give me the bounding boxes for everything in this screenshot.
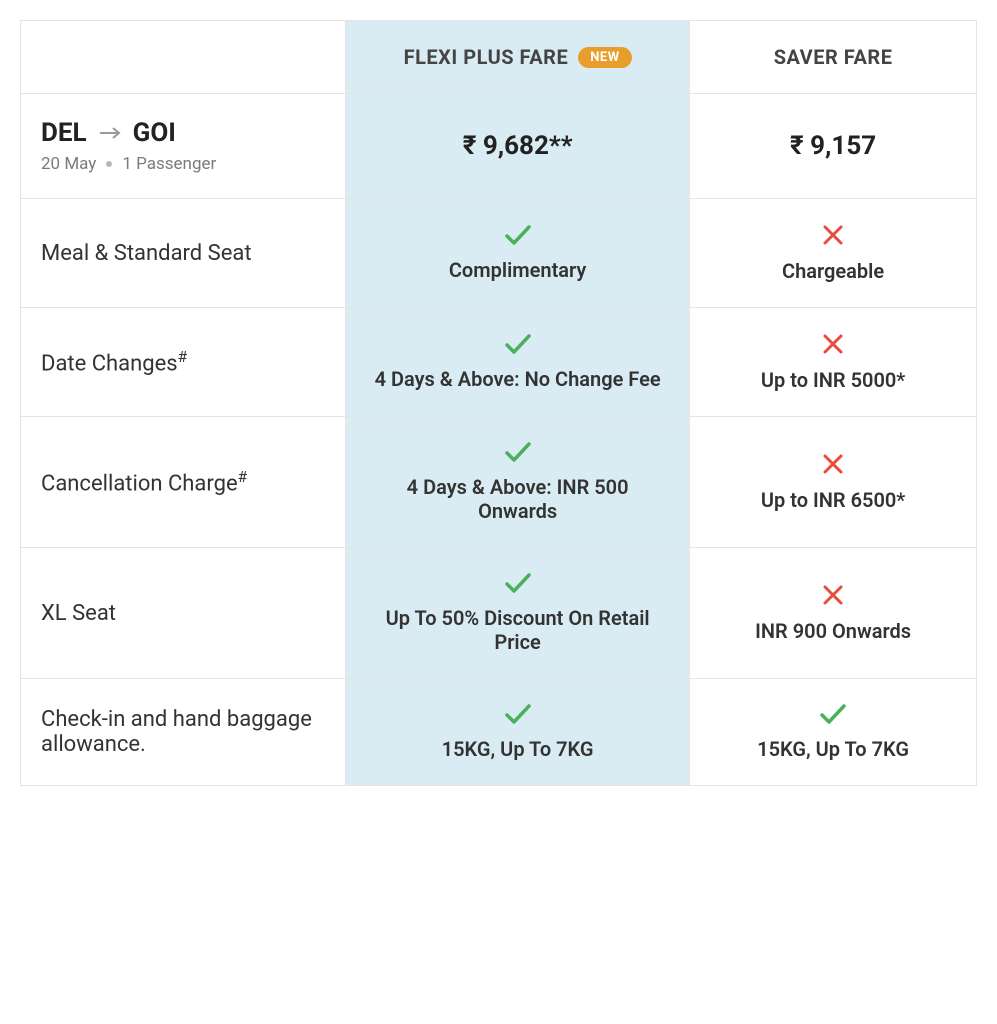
feature-label: Cancellation Charge xyxy=(41,471,238,496)
feature-flexi-cell: 4 Days & Above: No Change Fee xyxy=(346,308,690,417)
fare-comparison-table: FLEXI PLUS FARE NEW SAVER FARE DEL GOI xyxy=(20,20,977,786)
feature-label-cell: Meal & Standard Seat xyxy=(21,199,346,308)
flexi-price: ₹ 9,682** xyxy=(463,131,573,161)
travel-date: 20 May xyxy=(41,154,96,174)
flexi-price-cell: ₹ 9,682** xyxy=(346,94,690,199)
cross-icon xyxy=(710,332,956,360)
route-subline: 20 May 1 Passenger xyxy=(41,154,325,174)
feature-label-sup: # xyxy=(178,348,187,366)
feature-label-cell: Date Changes# xyxy=(21,308,346,417)
feature-label: XL Seat xyxy=(41,601,116,626)
feature-saver-cell: Up to INR 6500* xyxy=(690,417,977,548)
feature-flexi-cell: Up To 50% Discount On Retail Price xyxy=(346,548,690,679)
feature-flexi-cell: 4 Days & Above: INR 500 Onwards xyxy=(346,417,690,548)
feature-saver-cell: 15KG, Up To 7KG xyxy=(690,679,977,786)
saver-price: ₹ 9,157 xyxy=(790,131,876,161)
feature-flexi-cell: 15KG, Up To 7KG xyxy=(346,679,690,786)
feature-saver-cell: Up to INR 5000* xyxy=(690,308,977,417)
check-icon xyxy=(366,333,669,359)
feature-label: Meal & Standard Seat xyxy=(41,241,252,266)
feature-label-cell: Cancellation Charge# xyxy=(21,417,346,548)
check-icon xyxy=(366,224,669,250)
header-saver-cell: SAVER FARE xyxy=(690,21,977,94)
check-icon xyxy=(366,572,669,598)
arrow-right-icon xyxy=(99,126,121,140)
feature-flexi-text: 4 Days & Above: INR 500 Onwards xyxy=(366,475,669,523)
feature-label: Check-in and hand baggage allowance. xyxy=(41,707,312,757)
cross-icon xyxy=(710,452,956,480)
feature-row: XL Seat Up To 50% Discount On Retail Pric… xyxy=(21,548,977,679)
feature-saver-text: Chargeable xyxy=(710,259,956,283)
saver-price-cell: ₹ 9,157 xyxy=(690,94,977,199)
feature-saver-text: Up to INR 5000* xyxy=(710,368,956,392)
route-line: DEL GOI xyxy=(41,118,325,148)
feature-saver-cell: INR 900 Onwards xyxy=(690,548,977,679)
feature-flexi-text: Complimentary xyxy=(366,258,669,282)
check-icon xyxy=(366,703,669,729)
feature-flexi-text: 15KG, Up To 7KG xyxy=(366,737,669,761)
passenger-count: 1 Passenger xyxy=(122,154,216,174)
feature-label-cell: Check-in and hand baggage allowance. xyxy=(21,679,346,786)
new-badge: NEW xyxy=(578,47,631,68)
route-price-row: DEL GOI 20 May 1 Passenger ₹ 9,682** ₹ 9… xyxy=(21,94,977,199)
feature-label: Date Changes xyxy=(41,351,178,376)
check-icon xyxy=(366,441,669,467)
route-cell: DEL GOI 20 May 1 Passenger xyxy=(21,94,346,199)
feature-saver-text: Up to INR 6500* xyxy=(710,488,956,512)
cross-icon xyxy=(710,583,956,611)
feature-row: Date Changes#4 Days & Above: No Change F… xyxy=(21,308,977,417)
saver-fare-title: SAVER FARE xyxy=(774,45,893,69)
feature-row: Meal & Standard Seat Complimentary Chargea… xyxy=(21,199,977,308)
check-icon xyxy=(710,703,956,729)
feature-label-cell: XL Seat xyxy=(21,548,346,679)
header-empty-cell xyxy=(21,21,346,94)
feature-flexi-text: Up To 50% Discount On Retail Price xyxy=(366,606,669,654)
cross-icon xyxy=(710,223,956,251)
feature-flexi-text: 4 Days & Above: No Change Fee xyxy=(366,367,669,391)
feature-saver-text: 15KG, Up To 7KG xyxy=(710,737,956,761)
header-row: FLEXI PLUS FARE NEW SAVER FARE xyxy=(21,21,977,94)
origin-code: DEL xyxy=(41,118,87,148)
dot-separator-icon xyxy=(106,161,112,167)
feature-row: Cancellation Charge#4 Days & Above: INR … xyxy=(21,417,977,548)
flexi-fare-title: FLEXI PLUS FARE xyxy=(404,45,569,69)
feature-saver-text: INR 900 Onwards xyxy=(710,619,956,643)
header-flexi-cell: FLEXI PLUS FARE NEW xyxy=(346,21,690,94)
feature-saver-cell: Chargeable xyxy=(690,199,977,308)
destination-code: GOI xyxy=(133,118,176,148)
feature-label-sup: # xyxy=(238,468,247,486)
feature-flexi-cell: Complimentary xyxy=(346,199,690,308)
feature-row: Check-in and hand baggage allowance. 15KG… xyxy=(21,679,977,786)
